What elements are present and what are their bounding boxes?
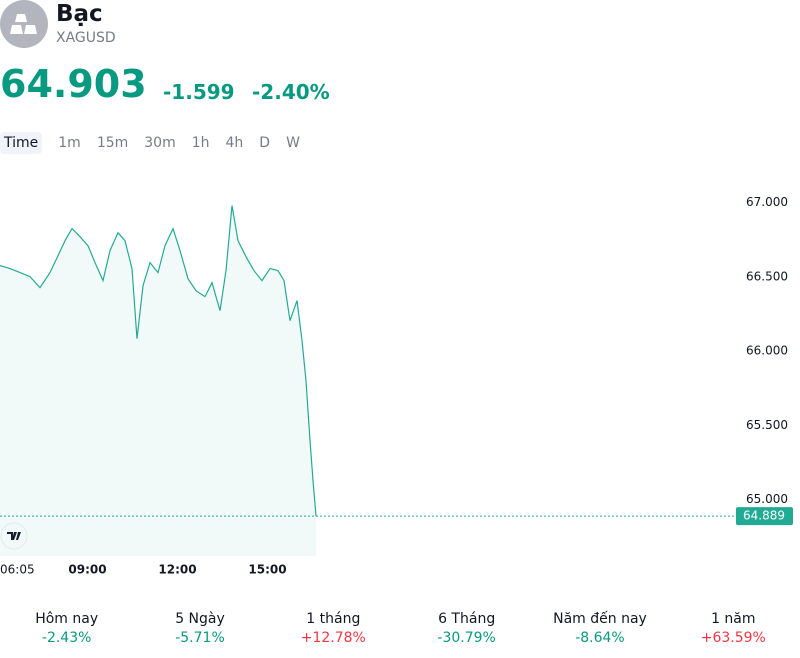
performance-value: +12.78% [300,630,366,646]
performance-label: Năm đến nay [553,611,647,627]
performance-value: +63.59% [700,630,766,646]
x-tick-label: 06:05 [0,563,35,577]
y-tick-label: 66.500 [746,269,788,283]
change: -1.599 [163,80,235,104]
performance-label: 1 tháng [306,611,361,627]
area [0,205,316,556]
interval-tabs: Time 1m 15m 30m 1h 4h D W [0,132,308,154]
price: 64.903 [0,62,147,106]
symbol-icon [0,0,48,48]
performance-item: 5 Ngày -5.71% [133,610,266,648]
tv-logo [0,522,28,550]
x-tick-label: 15:00 [248,563,286,577]
symbol: XAGUSD [56,30,116,46]
performance-item: Năm đến nay -8.64% [533,610,666,648]
interval-tab[interactable]: 4h [225,135,244,151]
interval-tab[interactable]: 1m [58,135,81,151]
performance-label: 5 Ngày [175,611,225,627]
y-tick-label: 65.000 [746,492,788,506]
interval-tab[interactable]: Time [0,132,43,154]
x-tick-label: 09:00 [68,563,106,577]
title: Bạc [56,1,103,27]
performance-item: 6 Tháng -30.79% [400,610,533,648]
performance-label: 6 Tháng [438,611,496,627]
interval-tab[interactable]: 1h [191,135,210,151]
change-percent: -2.40% [252,80,330,104]
last-price-box [736,507,793,526]
performance-value: -5.71% [175,630,225,646]
performance-item: 1 năm +63.59% [667,610,800,648]
price-line [0,205,317,517]
interval-tab[interactable]: 15m [96,135,129,151]
y-tick-label: 65.500 [746,418,788,432]
interval-tab[interactable]: 30m [144,135,176,151]
performance-item: 1 tháng +12.78% [267,610,400,648]
performance-value: -30.79% [437,630,496,646]
performance-value: -2.43% [41,630,92,646]
x-tick-label: 12:00 [158,563,196,577]
interval-tab[interactable]: D [259,135,271,151]
performance-label: 1 năm [711,611,756,627]
interval-tab[interactable]: W [286,135,300,151]
y-tick-label: 66.000 [746,344,788,358]
performance-label: Hôm nay [35,611,99,627]
y-tick-label: 67.000 [746,195,788,209]
performance-item: Hôm nay -2.43% [0,610,133,648]
last-price-label: 64.889 [743,509,785,523]
performance: Hôm nay -2.43% 5 Ngày -5.71% 1 tháng +12.78% 6… [0,610,800,648]
performance-value: -8.64% [575,630,625,646]
